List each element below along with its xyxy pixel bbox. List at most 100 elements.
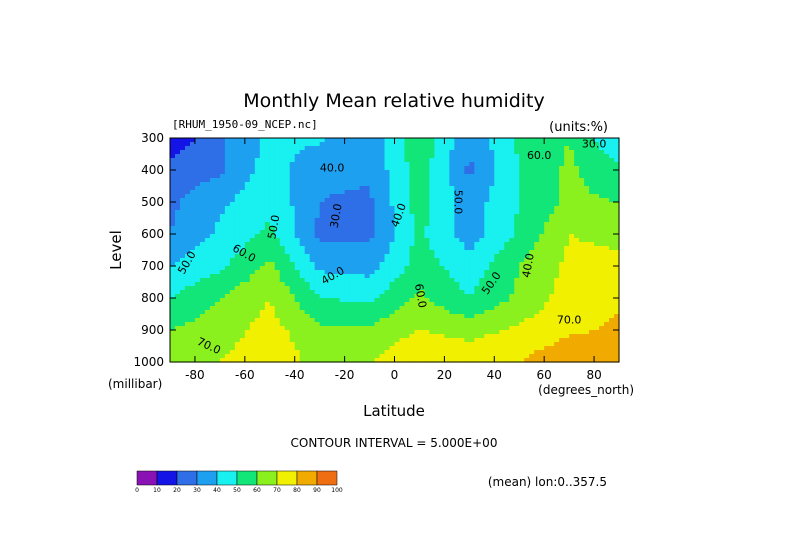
field-cell (174, 138, 181, 143)
field-cell (439, 302, 445, 307)
field-cell (454, 210, 460, 215)
field-cell (509, 306, 515, 311)
field-cell (569, 322, 575, 327)
field-cell (284, 254, 291, 259)
field-cell (294, 350, 301, 355)
field-cell (194, 174, 201, 179)
field-cell (609, 330, 615, 335)
field-cell (284, 342, 291, 347)
field-cell (554, 318, 560, 323)
field-cell (474, 150, 480, 155)
field-cell (399, 266, 406, 271)
field-cell (419, 206, 426, 211)
field-cell (514, 138, 520, 143)
field-cell (274, 142, 281, 147)
field-cell (514, 150, 520, 155)
field-cell (199, 162, 206, 167)
field-cell (199, 174, 206, 179)
field-cell (534, 226, 540, 231)
field-cell (564, 158, 570, 163)
field-cell (329, 342, 336, 347)
field-cell (474, 302, 480, 307)
field-cell (184, 322, 191, 327)
field-cell (439, 326, 445, 331)
field-cell (564, 222, 570, 227)
field-cell (209, 226, 216, 231)
field-cell (214, 342, 221, 347)
field-cell (584, 254, 590, 259)
field-cell (504, 266, 510, 271)
field-cell (534, 286, 540, 291)
field-cell (549, 190, 555, 195)
field-cell (469, 150, 475, 155)
field-cell (579, 166, 585, 171)
field-cell (354, 270, 361, 275)
field-cell (509, 322, 515, 327)
field-cell (564, 314, 570, 319)
field-cell (294, 170, 301, 175)
field-cell (189, 138, 196, 143)
field-cell (254, 266, 261, 271)
field-cell (419, 330, 426, 335)
field-cell (384, 182, 391, 187)
field-cell (199, 202, 206, 207)
field-cell (339, 262, 346, 267)
field-cell (589, 262, 595, 267)
field-cell (434, 194, 440, 199)
field-cell (294, 166, 301, 171)
field-cell (599, 178, 605, 183)
field-cell (439, 214, 445, 219)
field-cell (474, 158, 480, 163)
field-cell (234, 238, 241, 243)
field-cell (369, 330, 376, 335)
field-cell (170, 154, 176, 159)
field-cell (314, 182, 321, 187)
field-cell (189, 162, 196, 167)
field-cell (554, 310, 560, 315)
field-cell (304, 314, 311, 319)
field-cell (309, 158, 316, 163)
field-cell (359, 174, 366, 179)
field-cell (184, 138, 191, 143)
field-cell (509, 262, 515, 267)
field-cell (189, 306, 196, 311)
field-cell (464, 298, 470, 303)
field-cell (194, 254, 201, 259)
field-cell (349, 170, 356, 175)
field-cell (344, 174, 351, 179)
field-cell (584, 290, 590, 295)
field-cell (254, 230, 261, 235)
field-cell (514, 214, 520, 219)
field-cell (379, 326, 386, 331)
field-cell (514, 270, 520, 275)
field-cell (549, 230, 555, 235)
field-cell (254, 178, 261, 183)
field-cell (549, 182, 555, 187)
field-cell (439, 306, 445, 311)
field-cell (229, 226, 236, 231)
field-cell (279, 310, 286, 315)
field-cell (284, 198, 291, 203)
field-cell (329, 182, 336, 187)
field-cell (449, 314, 455, 319)
field-cell (554, 346, 560, 351)
field-cell (199, 238, 206, 243)
field-cell (299, 318, 306, 323)
field-cell (579, 262, 585, 267)
field-cell (239, 162, 246, 167)
field-cell (459, 218, 465, 223)
field-cell (569, 306, 575, 311)
field-cell (449, 286, 455, 291)
field-cell (429, 310, 436, 315)
field-cell (574, 234, 580, 239)
field-cell (584, 330, 590, 335)
field-cell (289, 170, 296, 175)
field-cell (289, 222, 296, 227)
field-cell (349, 358, 356, 363)
field-cell (434, 166, 440, 171)
field-cell (194, 286, 201, 291)
field-cell (414, 146, 421, 151)
field-cell (239, 222, 246, 227)
field-cell (334, 334, 341, 339)
field-cell (359, 230, 366, 235)
